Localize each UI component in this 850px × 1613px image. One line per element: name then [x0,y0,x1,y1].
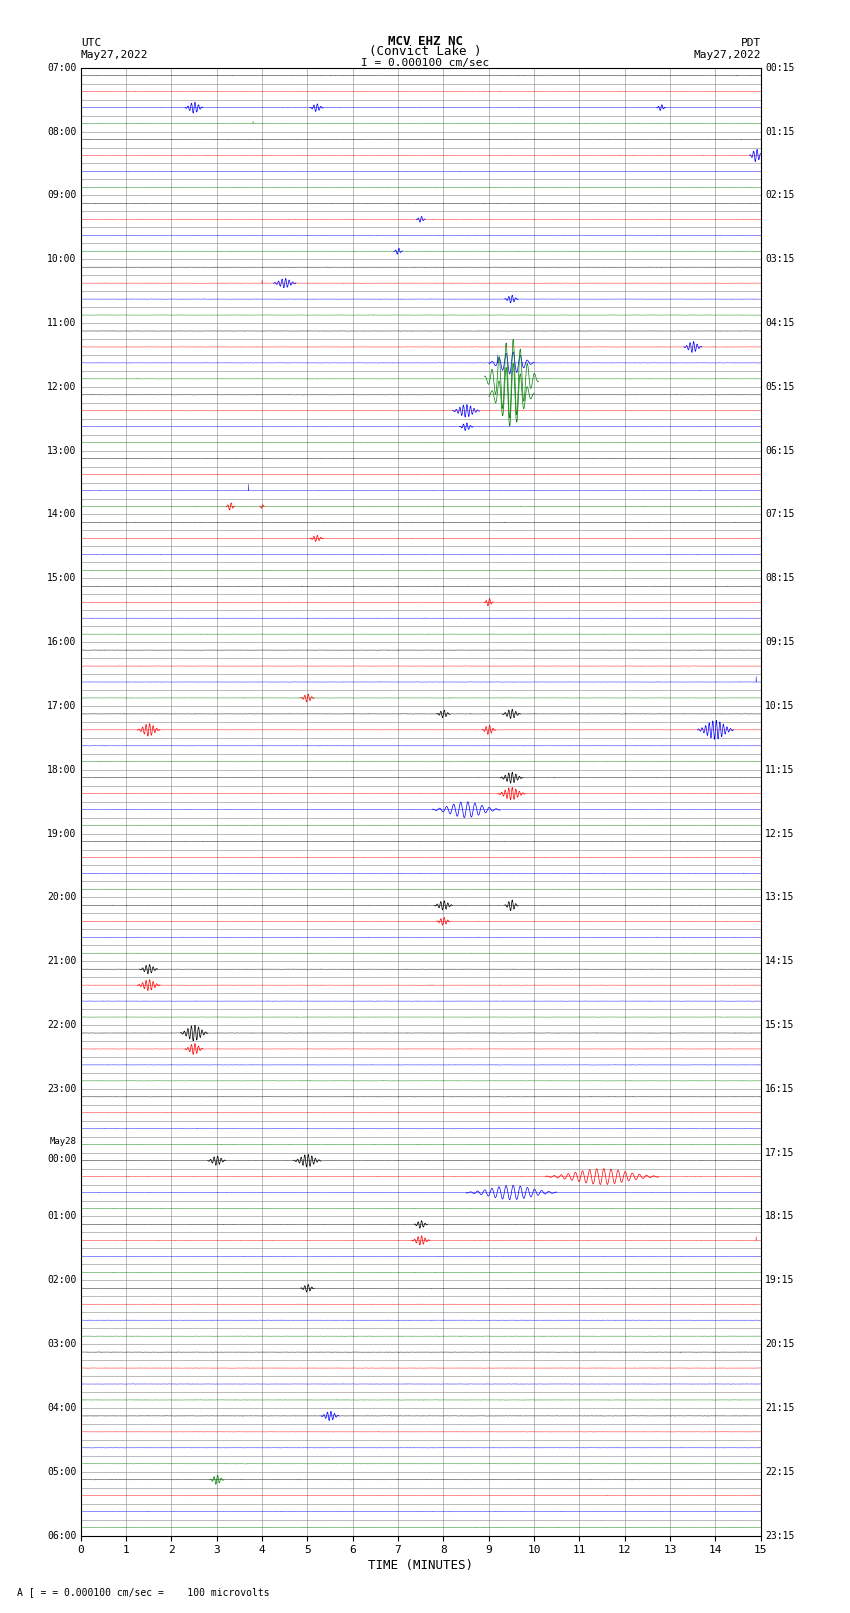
Text: 11:00: 11:00 [47,318,76,327]
Text: 08:15: 08:15 [765,573,795,584]
Text: 18:15: 18:15 [765,1211,795,1221]
X-axis label: TIME (MINUTES): TIME (MINUTES) [368,1560,473,1573]
Text: May27,2022: May27,2022 [694,50,761,60]
Text: 03:15: 03:15 [765,255,795,265]
Text: 15:00: 15:00 [47,573,76,584]
Text: 04:15: 04:15 [765,318,795,327]
Text: 01:00: 01:00 [47,1211,76,1221]
Text: 09:15: 09:15 [765,637,795,647]
Text: 02:15: 02:15 [765,190,795,200]
Text: 14:00: 14:00 [47,510,76,519]
Text: 17:00: 17:00 [47,702,76,711]
Text: 16:15: 16:15 [765,1084,795,1094]
Text: 06:00: 06:00 [47,1531,76,1540]
Text: (Convict Lake ): (Convict Lake ) [369,45,481,58]
Text: 20:00: 20:00 [47,892,76,902]
Text: 05:00: 05:00 [47,1466,76,1478]
Text: 23:15: 23:15 [765,1531,795,1540]
Text: 00:00: 00:00 [47,1155,76,1165]
Text: PDT: PDT [740,39,761,48]
Text: 17:15: 17:15 [765,1148,795,1158]
Text: 19:00: 19:00 [47,829,76,839]
Text: 23:00: 23:00 [47,1084,76,1094]
Text: A [ = = 0.000100 cm/sec =    100 microvolts: A [ = = 0.000100 cm/sec = 100 microvolts [17,1587,269,1597]
Text: 00:15: 00:15 [765,63,795,73]
Text: 16:00: 16:00 [47,637,76,647]
Text: 04:00: 04:00 [47,1403,76,1413]
Text: 18:00: 18:00 [47,765,76,774]
Text: 10:00: 10:00 [47,255,76,265]
Text: 02:00: 02:00 [47,1276,76,1286]
Text: 08:00: 08:00 [47,126,76,137]
Text: 09:00: 09:00 [47,190,76,200]
Text: UTC: UTC [81,39,101,48]
Text: 15:15: 15:15 [765,1019,795,1031]
Text: 13:00: 13:00 [47,445,76,455]
Text: 10:15: 10:15 [765,702,795,711]
Text: 21:00: 21:00 [47,957,76,966]
Text: May27,2022: May27,2022 [81,50,148,60]
Text: I = 0.000100 cm/sec: I = 0.000100 cm/sec [361,58,489,68]
Text: May28: May28 [49,1137,76,1147]
Text: MCV EHZ NC: MCV EHZ NC [388,35,462,48]
Text: 13:15: 13:15 [765,892,795,902]
Text: 14:15: 14:15 [765,957,795,966]
Text: 22:15: 22:15 [765,1466,795,1478]
Text: 11:15: 11:15 [765,765,795,774]
Text: 06:15: 06:15 [765,445,795,455]
Text: 21:15: 21:15 [765,1403,795,1413]
Text: 07:00: 07:00 [47,63,76,73]
Text: 12:15: 12:15 [765,829,795,839]
Text: 22:00: 22:00 [47,1019,76,1031]
Text: 05:15: 05:15 [765,382,795,392]
Text: 19:15: 19:15 [765,1276,795,1286]
Text: 20:15: 20:15 [765,1339,795,1348]
Text: 03:00: 03:00 [47,1339,76,1348]
Text: 12:00: 12:00 [47,382,76,392]
Text: 01:15: 01:15 [765,126,795,137]
Text: 07:15: 07:15 [765,510,795,519]
